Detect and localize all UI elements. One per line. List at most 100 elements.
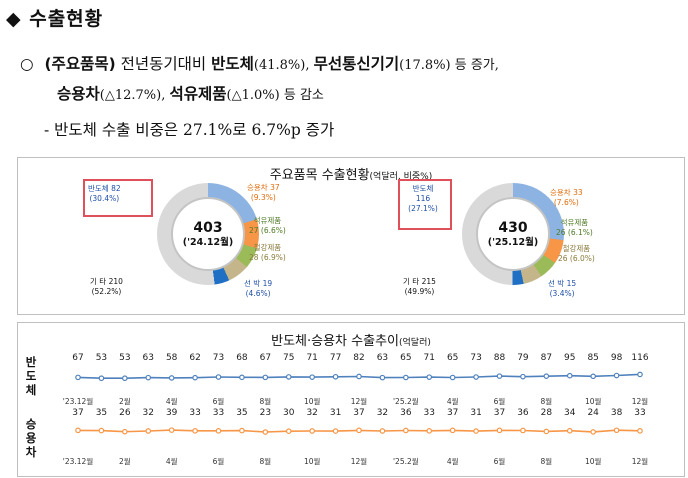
data-point [473, 428, 479, 434]
x-tick-label: 4월 [166, 396, 178, 406]
data-label: 34 [564, 408, 576, 418]
data-label: 63 [143, 353, 154, 363]
data-label: 32 [377, 408, 388, 418]
x-tick-label: 10월 [304, 396, 321, 406]
x-tick-label: '23.12월 [63, 396, 94, 406]
data-label: 87 [541, 353, 552, 363]
x-tick-label: 4월 [447, 456, 459, 466]
label-semiconductor: 반도체 82 (30.4%) [88, 184, 121, 203]
label-car: 승용차 37 (9.3%) [247, 183, 280, 202]
data-label: 38 [611, 408, 623, 418]
x-tick-label: 8월 [540, 456, 552, 466]
donut-total-value: 430 [498, 220, 528, 236]
data-point [332, 373, 339, 380]
item-car: 승용차 [57, 85, 100, 103]
x-tick-label: 8월 [259, 396, 271, 406]
data-point [192, 428, 198, 434]
x-tick-label: 8월 [540, 396, 552, 406]
label-car: 승용차 33 (7.6%) [550, 188, 583, 207]
data-point [356, 373, 362, 380]
data-label: 23 [260, 408, 271, 418]
donut-center: 403 ('24.12월) [171, 197, 245, 271]
item-petro-pct: (△1.0%) 등 감소 [226, 88, 324, 103]
data-point [98, 427, 105, 434]
section-heading: ◆ 수출현황 [6, 8, 104, 30]
x-tick-label: '23.12월 [63, 456, 94, 466]
x-tick-label: 8월 [259, 456, 271, 466]
item-wireless: 무선통신기기 [313, 55, 400, 73]
data-point [403, 427, 409, 434]
trend-chart: 67 53 53 63 58 62 73 68 67 75 71 77 82 63 65 71 65 73 88 79… [63, 353, 649, 466]
data-label: 37 [447, 408, 458, 418]
data-label: 73 [470, 353, 481, 363]
data-point [356, 427, 362, 434]
trend-panel-title: 반도체·승용차 수출추이(억달러) [271, 334, 431, 349]
label-other: 기 타 210 (52.2%) [90, 277, 123, 296]
data-point [543, 428, 550, 435]
data-point [403, 374, 409, 381]
data-label: 33 [424, 408, 435, 418]
data-label: 95 [564, 353, 575, 363]
x-tick-label: 12월 [351, 456, 368, 466]
data-point [566, 372, 573, 379]
label-ship: 선 박 15 (3.4%) [548, 279, 577, 298]
data-point [379, 428, 386, 434]
data-label: 62 [189, 353, 200, 363]
x-tick-label: 2월 [119, 456, 131, 466]
data-label: 35 [236, 408, 247, 418]
data-point [637, 371, 643, 378]
data-point [613, 427, 620, 434]
x-tick-label: 12월 [632, 396, 649, 406]
data-point [168, 375, 175, 381]
data-point [473, 374, 479, 380]
data-point [637, 428, 643, 434]
donut-total-value: 403 [193, 220, 223, 236]
label-steel: 철강제품 26 (6.0%) [558, 244, 595, 263]
donut-chart-2024: 403 ('24.12월) [157, 183, 259, 285]
highlight-box [398, 179, 452, 230]
data-point [590, 429, 596, 435]
data-point [215, 428, 222, 434]
x-tick-label: 6월 [213, 396, 225, 406]
pie-panel: 주요품목 수출현황(억달러, 비중%) 403 ('24.12월) 반도체 82… [17, 157, 685, 315]
data-point [496, 373, 503, 379]
data-label: 31 [470, 408, 481, 418]
data-point [543, 373, 550, 379]
data-point [426, 374, 433, 380]
x-tick-label: 2월 [119, 396, 131, 406]
data-point [613, 372, 620, 379]
data-label: 63 [377, 353, 388, 363]
x-tick-label: 12월 [632, 456, 649, 466]
x-tick-label: 4월 [447, 396, 459, 406]
data-label: 65 [400, 353, 411, 363]
data-point [122, 375, 128, 382]
highlight-box [83, 179, 153, 217]
item-wireless-pct: (17.8%) 등 증가, [399, 58, 499, 73]
data-point [309, 428, 315, 434]
data-label: 26 [119, 408, 131, 418]
label-steel: 철강제품 28 (6.9%) [249, 243, 286, 262]
data-label: 88 [494, 353, 506, 363]
x-tick-label: 4월 [166, 456, 178, 466]
bullet-line-3: - 반도체 수출 비중은 27.1%로 6.7%p 증가 [44, 121, 335, 139]
data-point [566, 427, 573, 434]
data-point [262, 374, 269, 381]
item-car-pct: (△12.7%), [99, 88, 170, 103]
data-point [168, 427, 175, 433]
data-label: 77 [330, 353, 341, 363]
x-tick-label: 6월 [494, 456, 506, 466]
data-point [449, 374, 456, 381]
data-point [239, 427, 245, 434]
data-point [239, 374, 245, 381]
label-semiconductor: 반도체 116 (27.1%) [408, 184, 438, 213]
donut-chart-2025: 430 ('25.12월) [462, 183, 564, 285]
data-label: 73 [213, 353, 224, 363]
label-petro: 석유제품 27 (6.6%) [249, 216, 286, 235]
data-point [145, 428, 152, 434]
data-point [332, 428, 339, 434]
data-label: 53 [119, 353, 130, 363]
data-point [145, 374, 152, 381]
data-point [262, 429, 269, 435]
donut-period-label: ('24.12월) [182, 237, 234, 248]
